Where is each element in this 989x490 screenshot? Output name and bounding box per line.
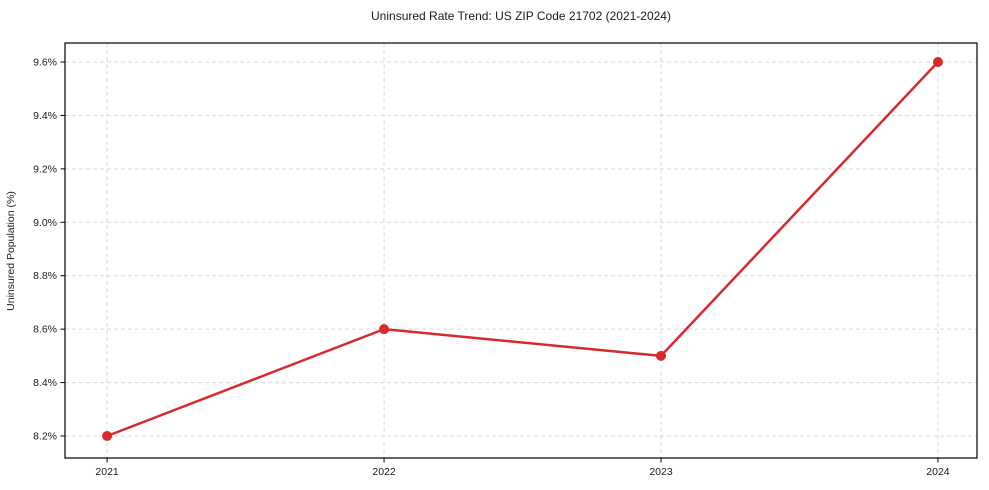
plot-layer <box>102 57 943 442</box>
y-tick-label: 9.2% <box>33 163 57 175</box>
plot-frame <box>64 42 978 459</box>
y-axis-label: Uninsured Population (%) <box>5 191 17 311</box>
y-tick-label: 9.6% <box>33 57 57 69</box>
x-tick-label: 2022 <box>372 466 396 478</box>
y-tick-label: 8.4% <box>33 377 57 389</box>
trend-line <box>105 60 940 438</box>
x-tick-label: 2023 <box>649 466 673 478</box>
x-tick-label: 2024 <box>926 466 950 478</box>
data-point-marker <box>102 431 113 442</box>
data-point-marker <box>932 57 943 68</box>
y-tick-label: 8.8% <box>33 270 57 282</box>
data-point-marker <box>379 324 390 335</box>
x-tick-label: 2021 <box>95 466 119 478</box>
gridlines <box>65 43 977 458</box>
data-point-marker <box>655 350 666 361</box>
y-tick-label: 8.2% <box>33 431 57 443</box>
chart-title: Uninsured Rate Trend: US ZIP Code 21702 … <box>371 9 671 23</box>
y-tick-label: 8.6% <box>33 324 57 336</box>
axis-tick-labels: 8.2% 8.4% 8.6% 8.8% 9.0% 9.2% 9.4% 9.6% 2021 2022… <box>33 57 950 478</box>
axis-ticks <box>60 61 939 463</box>
y-tick-label: 9.4% <box>33 110 57 122</box>
y-tick-label: 9.0% <box>33 217 57 229</box>
